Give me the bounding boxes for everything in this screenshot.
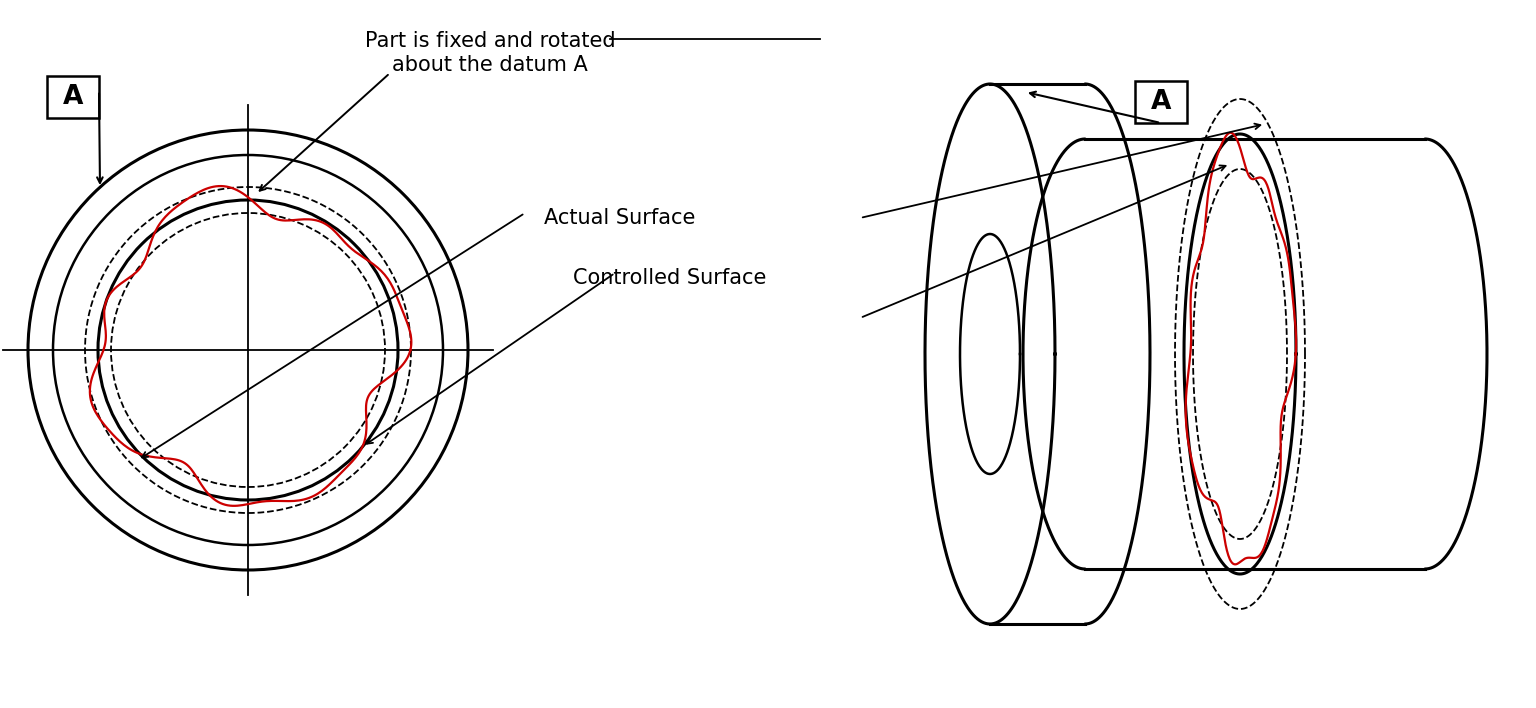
Text: Part is fixed and rotated
about the datum A: Part is fixed and rotated about the datu… [364,31,616,74]
Text: A: A [1150,89,1170,115]
FancyBboxPatch shape [1135,81,1187,123]
Text: Controlled Surface: Controlled Surface [573,268,766,288]
Text: A: A [63,84,83,110]
FancyBboxPatch shape [48,76,98,118]
Text: Actual Surface: Actual Surface [544,208,696,228]
